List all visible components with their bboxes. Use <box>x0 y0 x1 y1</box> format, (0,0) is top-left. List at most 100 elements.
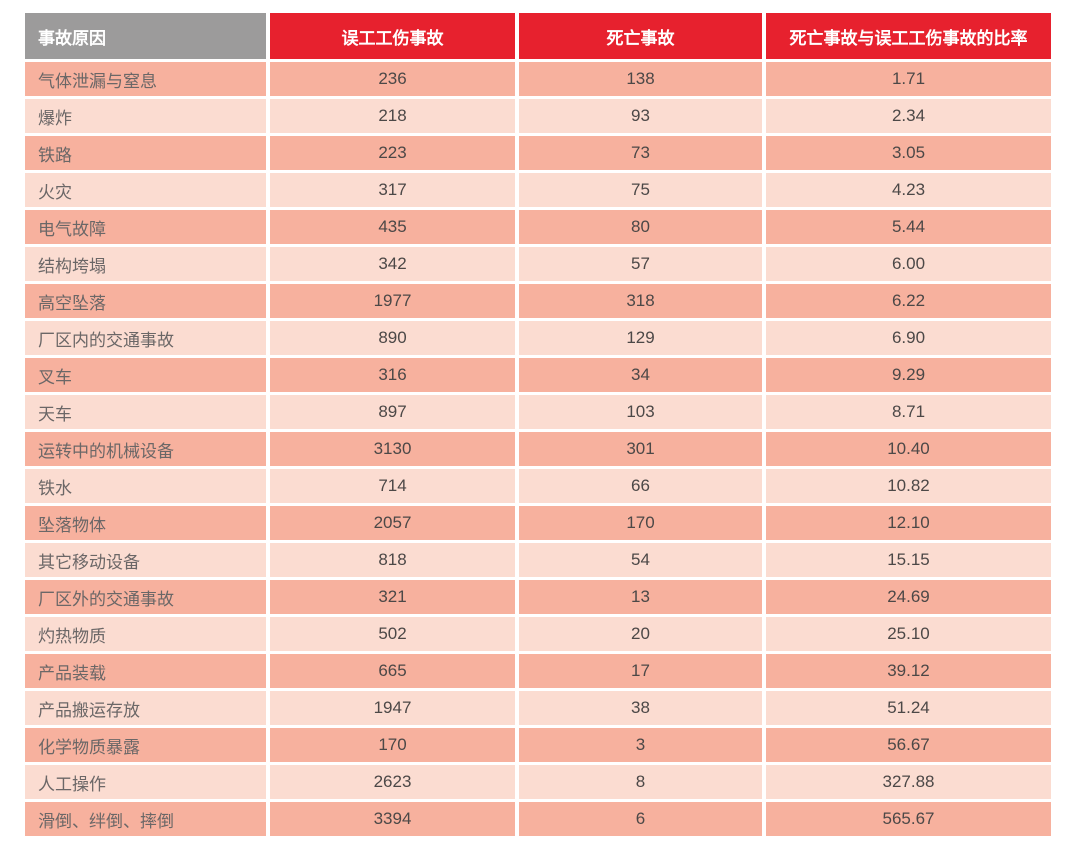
cause-cell: 产品搬运存放 <box>25 691 266 725</box>
table-row: 高空坠落 1977 318 6.22 <box>25 284 1051 318</box>
table-row: 气体泄漏与窒息 236 138 1.71 <box>25 62 1051 96</box>
cause-cell: 铁路 <box>25 136 266 170</box>
cause-cell: 产品装载 <box>25 654 266 688</box>
lost-time-cell: 236 <box>270 62 515 96</box>
lost-time-cell: 3394 <box>270 802 515 836</box>
ratio-cell: 565.67 <box>766 802 1051 836</box>
cause-cell: 天车 <box>25 395 266 429</box>
ratio-cell: 6.00 <box>766 247 1051 281</box>
fatal-cell: 66 <box>519 469 762 503</box>
table-row: 运转中的机械设备 3130 301 10.40 <box>25 432 1051 466</box>
cause-cell: 其它移动设备 <box>25 543 266 577</box>
ratio-cell: 10.40 <box>766 432 1051 466</box>
fatal-cell: 6 <box>519 802 762 836</box>
lost-time-cell: 3130 <box>270 432 515 466</box>
header-row: 事故原因 误工工伤事故 死亡事故 死亡事故与误工工伤事故的比率 <box>25 13 1051 59</box>
lost-time-cell: 714 <box>270 469 515 503</box>
ratio-cell: 12.10 <box>766 506 1051 540</box>
fatal-cell: 38 <box>519 691 762 725</box>
table-row: 滑倒、绊倒、摔倒 3394 6 565.67 <box>25 802 1051 836</box>
fatal-cell: 20 <box>519 617 762 651</box>
ratio-cell: 3.05 <box>766 136 1051 170</box>
fatal-cell: 318 <box>519 284 762 318</box>
cause-cell: 铁水 <box>25 469 266 503</box>
cause-cell: 结构垮塌 <box>25 247 266 281</box>
lost-time-cell: 818 <box>270 543 515 577</box>
fatal-cell: 138 <box>519 62 762 96</box>
lost-time-cell: 317 <box>270 173 515 207</box>
table-body: 气体泄漏与窒息 236 138 1.71 爆炸 218 93 2.34 铁路 223 73 3.05 火… <box>25 62 1051 836</box>
ratio-cell: 8.71 <box>766 395 1051 429</box>
fatal-cell: 8 <box>519 765 762 799</box>
ratio-cell: 2.34 <box>766 99 1051 133</box>
header-lost-time-injuries: 误工工伤事故 <box>270 13 515 59</box>
fatal-cell: 170 <box>519 506 762 540</box>
fatal-cell: 3 <box>519 728 762 762</box>
cause-cell: 人工操作 <box>25 765 266 799</box>
fatal-cell: 103 <box>519 395 762 429</box>
lost-time-cell: 218 <box>270 99 515 133</box>
table-row: 化学物质暴露 170 3 56.67 <box>25 728 1051 762</box>
fatal-cell: 17 <box>519 654 762 688</box>
fatal-cell: 73 <box>519 136 762 170</box>
lost-time-cell: 2623 <box>270 765 515 799</box>
fatal-cell: 75 <box>519 173 762 207</box>
header-fatal-to-lost-time-ratio: 死亡事故与误工工伤事故的比率 <box>766 13 1051 59</box>
table-row: 产品搬运存放 1947 38 51.24 <box>25 691 1051 725</box>
fatal-cell: 129 <box>519 321 762 355</box>
table-row: 产品装载 665 17 39.12 <box>25 654 1051 688</box>
cause-cell: 化学物质暴露 <box>25 728 266 762</box>
fatal-cell: 80 <box>519 210 762 244</box>
table-row: 其它移动设备 818 54 15.15 <box>25 543 1051 577</box>
lost-time-cell: 1947 <box>270 691 515 725</box>
ratio-cell: 15.15 <box>766 543 1051 577</box>
cause-cell: 电气故障 <box>25 210 266 244</box>
cause-cell: 坠落物体 <box>25 506 266 540</box>
lost-time-cell: 2057 <box>270 506 515 540</box>
lost-time-cell: 502 <box>270 617 515 651</box>
ratio-cell: 51.24 <box>766 691 1051 725</box>
header-accident-cause: 事故原因 <box>25 13 266 59</box>
table-row: 结构垮塌 342 57 6.00 <box>25 247 1051 281</box>
cause-cell: 厂区内的交通事故 <box>25 321 266 355</box>
table-row: 爆炸 218 93 2.34 <box>25 99 1051 133</box>
cause-cell: 灼热物质 <box>25 617 266 651</box>
fatal-cell: 54 <box>519 543 762 577</box>
lost-time-cell: 435 <box>270 210 515 244</box>
cause-cell: 气体泄漏与窒息 <box>25 62 266 96</box>
lost-time-cell: 321 <box>270 580 515 614</box>
header-fatal-accidents: 死亡事故 <box>519 13 762 59</box>
table-row: 人工操作 2623 8 327.88 <box>25 765 1051 799</box>
cause-cell: 火灾 <box>25 173 266 207</box>
lost-time-cell: 342 <box>270 247 515 281</box>
ratio-cell: 56.67 <box>766 728 1051 762</box>
lost-time-cell: 170 <box>270 728 515 762</box>
lost-time-cell: 316 <box>270 358 515 392</box>
accident-cause-table: 事故原因 误工工伤事故 死亡事故 死亡事故与误工工伤事故的比率 气体泄漏与窒息 2… <box>21 10 1055 839</box>
lost-time-cell: 1977 <box>270 284 515 318</box>
ratio-cell: 25.10 <box>766 617 1051 651</box>
table-row: 火灾 317 75 4.23 <box>25 173 1051 207</box>
fatal-cell: 34 <box>519 358 762 392</box>
table-row: 灼热物质 502 20 25.10 <box>25 617 1051 651</box>
table-row: 天车 897 103 8.71 <box>25 395 1051 429</box>
cause-cell: 叉车 <box>25 358 266 392</box>
cause-cell: 厂区外的交通事故 <box>25 580 266 614</box>
ratio-cell: 24.69 <box>766 580 1051 614</box>
ratio-cell: 4.23 <box>766 173 1051 207</box>
ratio-cell: 327.88 <box>766 765 1051 799</box>
lost-time-cell: 897 <box>270 395 515 429</box>
cause-cell: 高空坠落 <box>25 284 266 318</box>
fatal-cell: 93 <box>519 99 762 133</box>
table-row: 坠落物体 2057 170 12.10 <box>25 506 1051 540</box>
table-row: 电气故障 435 80 5.44 <box>25 210 1051 244</box>
table-row: 铁路 223 73 3.05 <box>25 136 1051 170</box>
lost-time-cell: 890 <box>270 321 515 355</box>
table-row: 厂区外的交通事故 321 13 24.69 <box>25 580 1051 614</box>
ratio-cell: 1.71 <box>766 62 1051 96</box>
ratio-cell: 6.90 <box>766 321 1051 355</box>
ratio-cell: 9.29 <box>766 358 1051 392</box>
cause-cell: 爆炸 <box>25 99 266 133</box>
ratio-cell: 5.44 <box>766 210 1051 244</box>
